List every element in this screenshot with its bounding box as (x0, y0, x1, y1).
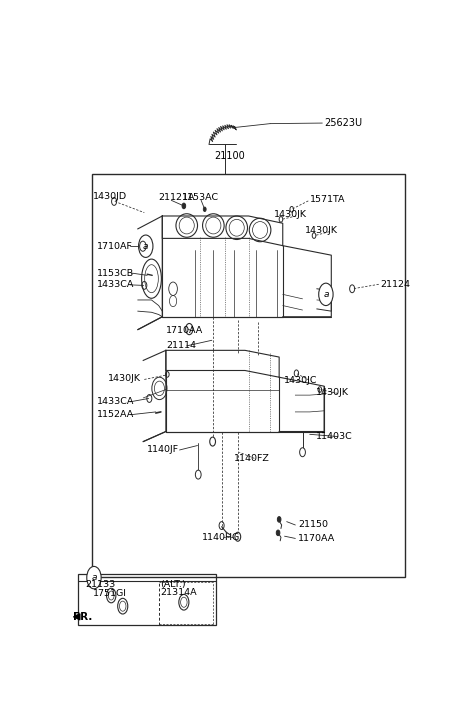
Circle shape (169, 282, 177, 295)
Circle shape (87, 566, 101, 589)
Circle shape (203, 207, 206, 212)
Circle shape (318, 284, 332, 305)
Text: a: a (91, 573, 96, 582)
Text: 1140HG: 1140HG (201, 533, 239, 542)
Circle shape (209, 437, 215, 446)
Text: 1751GI: 1751GI (93, 589, 127, 598)
Circle shape (299, 448, 305, 457)
Text: 21124: 21124 (379, 280, 409, 289)
Text: 1430JC: 1430JC (283, 376, 317, 385)
Text: 1430JK: 1430JK (273, 210, 306, 220)
Text: (ALT.): (ALT.) (160, 580, 186, 589)
Text: a: a (322, 290, 328, 299)
Text: 1140JF: 1140JF (147, 446, 179, 454)
Circle shape (275, 530, 279, 536)
Circle shape (277, 517, 281, 522)
Text: 1433CA: 1433CA (96, 398, 133, 406)
Text: 25623U: 25623U (324, 118, 362, 128)
Text: 1430JK: 1430JK (315, 388, 349, 398)
Text: 21114: 21114 (166, 342, 195, 350)
Bar (92, 174, 404, 577)
Circle shape (234, 532, 240, 541)
Text: 1430JK: 1430JK (108, 374, 141, 383)
Text: 1153AC: 1153AC (181, 193, 219, 202)
Text: FR.: FR. (73, 612, 92, 622)
Text: 21314A: 21314A (160, 587, 197, 597)
Text: a: a (143, 241, 148, 251)
Text: 1153CB: 1153CB (96, 268, 133, 278)
Text: 1710AA: 1710AA (166, 326, 203, 335)
Text: 1140FZ: 1140FZ (233, 454, 269, 463)
Text: 21150: 21150 (298, 521, 327, 529)
Circle shape (181, 203, 185, 209)
Text: 1433CA: 1433CA (96, 281, 133, 289)
Bar (78, 574, 216, 624)
Circle shape (138, 235, 153, 257)
Circle shape (195, 470, 200, 479)
Text: 1430JD: 1430JD (93, 193, 127, 201)
Text: 1430JK: 1430JK (305, 226, 338, 235)
Text: 1571TA: 1571TA (309, 195, 344, 204)
Text: 1152AA: 1152AA (96, 410, 133, 419)
Text: 1710AF: 1710AF (96, 241, 132, 251)
Text: 21133: 21133 (85, 580, 115, 589)
Text: 21100: 21100 (214, 150, 245, 161)
Text: 11403C: 11403C (315, 432, 352, 441)
Text: 21121A: 21121A (157, 193, 194, 202)
Text: 1170AA: 1170AA (298, 534, 335, 543)
